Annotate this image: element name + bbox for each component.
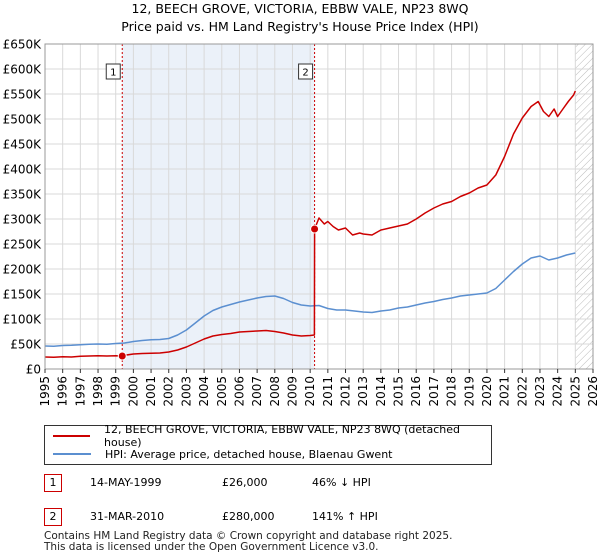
x-tick-label: 1996	[56, 376, 70, 407]
x-tick-label: 2003	[179, 376, 193, 407]
y-tick-label: £550K	[3, 88, 43, 102]
x-tick-label: 2019	[462, 376, 476, 407]
x-tick-label: 2002	[162, 376, 176, 407]
transaction-date: 31-MAR-2010	[90, 510, 165, 523]
transaction-point	[117, 351, 127, 361]
x-tick-label: 2010	[303, 376, 317, 407]
x-tick-label: 2012	[339, 376, 353, 407]
transaction-hpi-change: 141% ↑ HPI	[312, 510, 378, 523]
price-chart: 12, BEECH GROVE, VICTORIA, EBBW VALE, NP…	[3, 1, 600, 407]
y-tick-label: £600K	[3, 63, 43, 77]
x-tick-label: 2009	[285, 376, 299, 407]
legend-property-line	[53, 435, 91, 437]
legend-hpi-label: HPI: Average price, detached house, Blae…	[105, 447, 393, 461]
transaction-point	[310, 224, 320, 234]
x-tick-label: 1995	[38, 376, 52, 407]
x-tick-label: 2000	[126, 376, 140, 407]
legend-item-hpi: HPI: Average price, detached house, Blae…	[53, 446, 393, 462]
y-tick-label: £50K	[10, 338, 42, 352]
x-tick-label: 2015	[392, 376, 406, 407]
footer-line-2: This data is licensed under the Open Gov…	[44, 541, 379, 553]
x-tick-label: 2023	[533, 376, 547, 407]
y-tick-label: £150K	[3, 288, 43, 302]
x-tick-label: 2022	[515, 376, 529, 407]
y-tick-label: £100K	[3, 313, 43, 327]
transaction-hpi-change: 46% ↓ HPI	[312, 476, 371, 489]
transaction-badge: 2	[44, 508, 62, 526]
y-tick-label: £200K	[3, 263, 43, 277]
x-tick-label: 2008	[268, 376, 282, 407]
chart-title: 12, BEECH GROVE, VICTORIA, EBBW VALE, NP…	[132, 1, 469, 16]
transaction-row: 1 14-MAY-1999 £26,000 46% ↓ HPI	[44, 474, 464, 494]
x-tick-label: 2016	[409, 376, 423, 407]
y-tick-label: £300K	[3, 213, 43, 227]
transaction-marker-label: 1	[110, 68, 116, 79]
chart-subtitle: Price paid vs. HM Land Registry's House …	[121, 19, 478, 34]
transaction-marker-label: 2	[302, 68, 308, 79]
series-line	[44, 252, 576, 348]
x-tick-label: 2011	[321, 376, 335, 407]
forecast-hatch	[575, 44, 593, 369]
y-tick-label: £450K	[3, 138, 43, 152]
transaction-price: £280,000	[222, 510, 275, 523]
y-tick-label: £350K	[3, 188, 43, 202]
x-tick-label: 2007	[250, 376, 264, 407]
transaction-marker-badge	[105, 63, 121, 80]
y-tick-label: £650K	[3, 38, 43, 52]
legend-property-label: 12, BEECH GROVE, VICTORIA, EBBW VALE, NP…	[104, 423, 460, 449]
y-tick-label: £500K	[3, 113, 43, 127]
footer-attribution: Contains HM Land Registry data © Crown c…	[44, 531, 452, 553]
transaction-date: 14-MAY-1999	[90, 476, 162, 489]
x-tick-label: 2013	[356, 376, 370, 407]
transaction-row: 2 31-MAR-2010 £280,000 141% ↑ HPI	[44, 508, 464, 528]
x-tick-label: 2018	[445, 376, 459, 407]
x-tick-label: 2024	[551, 376, 565, 407]
transaction-price: £26,000	[222, 476, 268, 489]
y-tick-label: £250K	[3, 238, 43, 252]
x-tick-label: 2025	[568, 376, 582, 407]
x-tick-label: 2001	[144, 376, 158, 407]
x-tick-label: 2014	[374, 376, 388, 407]
plot-border	[44, 43, 594, 370]
x-tick-label: 2026	[586, 376, 600, 407]
x-tick-label: 2017	[427, 376, 441, 407]
y-tick-label: £0	[26, 363, 41, 377]
legend-item-property: 12, BEECH GROVE, VICTORIA, EBBW VALE, NP…	[53, 423, 491, 449]
transaction-badge: 1	[44, 474, 62, 492]
x-tick-label: 1997	[73, 376, 87, 407]
legend-hpi-line	[53, 453, 91, 455]
x-tick-label: 2006	[232, 376, 246, 407]
transaction-marker-badge	[298, 63, 314, 80]
x-tick-label: 2021	[498, 376, 512, 407]
x-tick-label: 2004	[197, 376, 211, 407]
shaded-region	[122, 44, 315, 369]
x-tick-label: 1998	[91, 376, 105, 407]
x-tick-label: 1999	[109, 376, 123, 407]
y-tick-label: £400K	[3, 163, 43, 177]
series-line	[44, 90, 576, 359]
x-tick-label: 2020	[480, 376, 494, 407]
chart-legend: 12, BEECH GROVE, VICTORIA, EBBW VALE, NP…	[44, 423, 492, 465]
x-tick-label: 2005	[215, 376, 229, 407]
footer-line-1: Contains HM Land Registry data © Crown c…	[44, 530, 453, 542]
